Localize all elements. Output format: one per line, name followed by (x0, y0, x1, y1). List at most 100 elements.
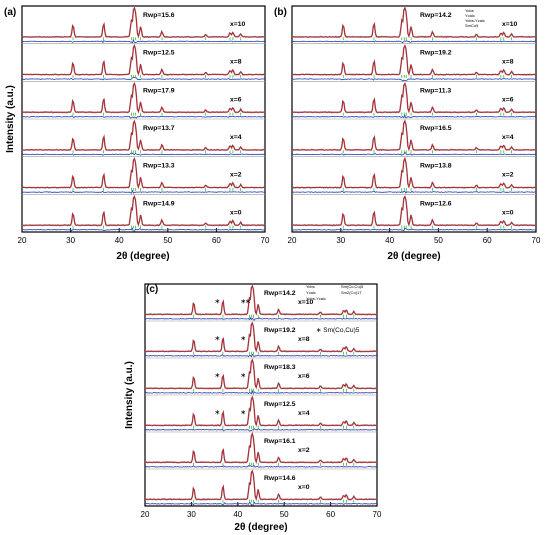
panel-c-legend-obs: Yobs (306, 284, 315, 289)
panel-a-xtick-label: 40 (115, 236, 124, 245)
panel-c-legend-phase2: Sm2(Co)17 (341, 290, 362, 295)
panel-c-calculated-trace (145, 358, 377, 390)
panel-c-xtick-label: 70 (373, 510, 382, 519)
panel-c-star-marker: ∗ (214, 409, 220, 416)
panel-b-observed-trace (291, 156, 536, 189)
panel-b-xtick-label: 20 (288, 236, 297, 245)
panel-a-rwp-label: Rwp=17.9 (143, 87, 175, 94)
panel-c-calculated-trace (145, 432, 377, 464)
panel-b-observed-trace (291, 195, 536, 228)
panel-a-difference-trace (21, 39, 265, 44)
panel-b-label: (b) (274, 7, 287, 18)
panel-b-legend-diff: Yobs-Ycalc (465, 18, 485, 23)
panel-c-composition-label: x=10 (298, 299, 314, 306)
panel-c-xtick-label: 50 (280, 510, 289, 519)
panel-a-difference-trace (21, 152, 266, 156)
panel-c-star-marker: ∗ (245, 298, 251, 305)
panel-b-xtick-label: 70 (532, 236, 541, 245)
panel-a-composition-label: x=4 (230, 134, 242, 141)
panel-a-calculated-trace (22, 119, 265, 151)
panel-a-rwp-label: Rwp=13.3 (143, 163, 175, 170)
panel-b-difference-trace (292, 78, 537, 83)
panel-c-star-marker: ∗ (214, 298, 220, 305)
panel-a-rwp-label: Rwp=14.9 (143, 200, 175, 207)
panel-a-composition-label: x=0 (230, 209, 242, 216)
panel-c-star-marker: ∗ (240, 298, 246, 305)
panel-c-legend-calc: Ycalc (306, 290, 316, 295)
panel-c-xtick-label: 60 (326, 510, 335, 519)
panel-c: (c) Intensity (a.u.) 2θ (degree) Yobs Yc… (124, 283, 382, 533)
panel-b-xtick-label: 40 (385, 236, 394, 245)
panel-c-calculated-trace (145, 284, 377, 316)
panel-c-legend-phase1: Sm(Co,Cu)5 (341, 284, 364, 289)
panel-c-calculated-trace (145, 321, 377, 353)
panel-a-difference-trace (22, 115, 266, 119)
panel-a-xtick-label: 60 (212, 236, 221, 245)
panel-c-legend: Yobs Ycalc Yobs-Ycalc Sm(Co,Cu)5 Sm2(Co)… (306, 284, 364, 301)
panel-c-star-marker: ∗ (214, 372, 220, 379)
panel-b-legend-phase: SmCo5 (465, 23, 479, 28)
panel-c-annotation: ∗ Sm(Co,Cu)5 (316, 327, 360, 334)
panel-a-composition-label: x=6 (230, 96, 242, 103)
panel-a-ylabel: Intensity (a.u.) (5, 85, 16, 153)
panel-a-composition-label: x=10 (230, 21, 246, 28)
panel-c-calculated-trace (145, 395, 377, 427)
panel-c-rwp-label: Rwp=12.5 (264, 401, 296, 408)
panel-b-calculated-trace (292, 44, 536, 76)
panel-a-rwp-label: Rwp=12.5 (143, 50, 175, 57)
panel-b-difference-trace (291, 227, 537, 232)
panel-c-star-marker: ∗ (240, 372, 246, 379)
panel-b: (b) 2θ (degree) Yobs Ycalc Yobs-Ycalc Sm… (274, 5, 541, 262)
panel-b-xtick-label: 50 (434, 236, 443, 245)
panel-c-composition-label: x=6 (298, 373, 310, 380)
panel-b-rwp-label: Rwp=14.2 (420, 12, 452, 19)
panel-c-composition-label: x=4 (298, 410, 310, 417)
panel-a-composition-label: x=2 (230, 172, 242, 179)
panel-b-composition-label: x=2 (502, 172, 514, 179)
panel-c-calculated-trace (145, 469, 377, 501)
panel-b-xtick-label: 30 (336, 236, 345, 245)
panel-a-calculated-trace (22, 195, 265, 226)
panel-b-rwp-label: Rwp=12.6 (420, 200, 452, 207)
panel-b-difference-trace (291, 151, 537, 156)
panel-b-rwp-label: Rwp=11.3 (420, 87, 451, 94)
panel-a-xtick-label: 50 (163, 236, 172, 245)
panel-b-legend-obs: Yobs (465, 8, 474, 13)
panel-c-composition-label: x=8 (298, 336, 310, 343)
panel-b-composition-label: x=0 (502, 209, 514, 216)
panel-a-calculated-trace (22, 44, 265, 76)
panel-c-observed-trace (145, 469, 378, 502)
panel-b-observed-trace (291, 5, 537, 39)
panel-b-observed-trace (291, 82, 537, 114)
panel-b-composition-label: x=6 (502, 96, 514, 103)
panel-c-composition-label: x=2 (298, 447, 310, 454)
panel-b-legend: Yobs Ycalc Yobs-Ycalc SmCo5 (465, 8, 485, 28)
panel-c-composition-label: x=0 (298, 484, 310, 491)
panel-a-xtick-label: 20 (18, 236, 27, 245)
panel-a-composition-label: x=8 (230, 59, 242, 66)
panel-a-calculated-trace (22, 157, 265, 189)
panel-c-rwp-label: Rwp=14.6 (264, 475, 296, 482)
panel-b-composition-label: x=4 (502, 134, 514, 141)
panel-c-xtick-label: 30 (187, 510, 196, 519)
panel-c-ylabel: Intensity (a.u.) (124, 361, 135, 429)
panel-c-xlabel: 2θ (degree) (234, 522, 287, 533)
panel-b-difference-trace (291, 190, 537, 195)
panel-a-difference-trace (21, 227, 266, 233)
panel-b-difference-trace (292, 40, 537, 44)
panel-c-star-marker: ∗ (240, 409, 246, 416)
panel-b-calculated-trace (292, 157, 536, 189)
panel-b-calculated-trace (292, 82, 536, 113)
panel-a-difference-trace (21, 189, 265, 194)
panel-b-calculated-trace (292, 119, 536, 151)
panel-a-label: (a) (4, 7, 16, 18)
panel-a: (a) Intensity (a.u.) 2θ (degree) 20 30 40 5… (4, 5, 270, 262)
panel-b-calculated-trace (292, 195, 536, 226)
panel-b-difference-trace (291, 114, 537, 119)
panel-b-composition-label: x=10 (502, 21, 518, 28)
panel-b-rwp-label: Rwp=13.8 (420, 163, 452, 170)
panel-c-xtick-label: 20 (141, 510, 150, 519)
panel-b-xtick-label: 60 (483, 236, 492, 245)
panel-c-observed-trace (144, 431, 378, 465)
